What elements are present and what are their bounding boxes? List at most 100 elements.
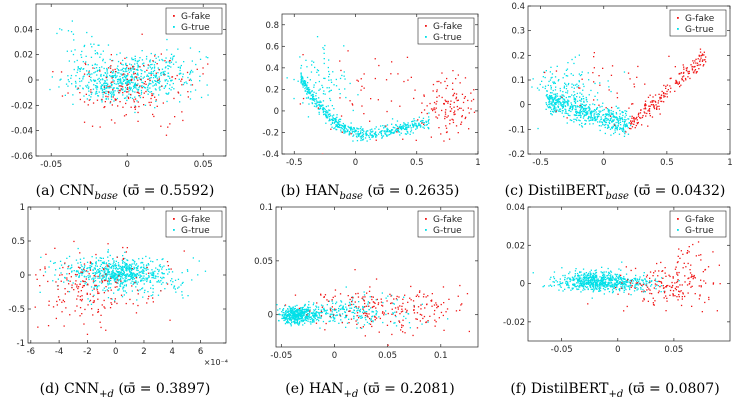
- point: [312, 311, 315, 313]
- point: [340, 127, 342, 129]
- point: [313, 91, 315, 93]
- point: [161, 68, 164, 70]
- point: [86, 86, 88, 88]
- point: [574, 275, 576, 277]
- point: [674, 90, 676, 92]
- point: [102, 257, 104, 259]
- point: [653, 100, 655, 102]
- point: [79, 98, 81, 101]
- point: [363, 300, 365, 302]
- point: [630, 123, 632, 125]
- point: [625, 110, 628, 112]
- point: [331, 121, 334, 123]
- point: [343, 45, 345, 47]
- point: [368, 305, 370, 307]
- point: [99, 257, 101, 259]
- point: [139, 66, 141, 68]
- point: [335, 128, 337, 131]
- point: [94, 93, 97, 95]
- point: [143, 275, 145, 277]
- point: [304, 322, 306, 324]
- point: [339, 121, 341, 123]
- point: [412, 126, 414, 128]
- point: [556, 99, 558, 102]
- point: [91, 265, 93, 267]
- point: [67, 79, 69, 81]
- point: [302, 319, 304, 321]
- point: [110, 302, 112, 304]
- point: [284, 313, 287, 316]
- point: [157, 56, 160, 58]
- point: [170, 89, 172, 91]
- point: [83, 280, 85, 283]
- point: [125, 284, 127, 286]
- point: [335, 85, 338, 87]
- point: [68, 60, 70, 62]
- point: [179, 69, 181, 72]
- point: [123, 115, 126, 117]
- point: [354, 129, 356, 131]
- point: [363, 309, 365, 312]
- point: [445, 125, 447, 127]
- point: [52, 306, 55, 308]
- point: [110, 75, 112, 78]
- point: [145, 273, 147, 275]
- point: [363, 113, 365, 115]
- point: [618, 107, 620, 109]
- point: [330, 123, 332, 126]
- point: [563, 102, 565, 104]
- point: [197, 274, 199, 276]
- point: [132, 66, 134, 68]
- point: [373, 301, 375, 304]
- point: [419, 126, 422, 128]
- point: [584, 277, 586, 279]
- point: [304, 308, 306, 311]
- point: [576, 288, 578, 291]
- point: [702, 65, 704, 67]
- point: [77, 291, 80, 293]
- point: [87, 271, 89, 273]
- point: [81, 271, 83, 273]
- point: [423, 315, 426, 318]
- point: [599, 111, 601, 113]
- point: [574, 114, 576, 116]
- point: [434, 108, 436, 111]
- point: [320, 309, 322, 311]
- point: [92, 269, 94, 271]
- point: [356, 319, 358, 321]
- point: [385, 130, 387, 132]
- point: [551, 98, 553, 100]
- point: [131, 290, 133, 292]
- point: [444, 115, 446, 118]
- point: [160, 74, 162, 76]
- point: [150, 91, 153, 93]
- point: [76, 305, 78, 307]
- point: [684, 77, 687, 80]
- point: [336, 311, 338, 313]
- point: [316, 306, 318, 308]
- point: [92, 314, 94, 316]
- point: [293, 318, 295, 320]
- point: [591, 275, 594, 277]
- point: [599, 129, 601, 132]
- point: [365, 319, 367, 321]
- point: [699, 51, 702, 53]
- point: [682, 72, 685, 74]
- point: [130, 87, 132, 89]
- point: [339, 313, 341, 315]
- point: [108, 277, 110, 279]
- point: [110, 85, 113, 87]
- point: [182, 119, 184, 122]
- point: [403, 122, 405, 124]
- point: [571, 83, 573, 85]
- point: [344, 303, 347, 305]
- point: [318, 101, 320, 103]
- point: [99, 321, 101, 323]
- point: [603, 108, 605, 111]
- point: [694, 60, 696, 62]
- point: [56, 304, 58, 306]
- legend-label: G-true: [685, 25, 714, 35]
- series-g-true: [531, 54, 632, 137]
- point: [331, 119, 333, 121]
- point: [145, 268, 147, 270]
